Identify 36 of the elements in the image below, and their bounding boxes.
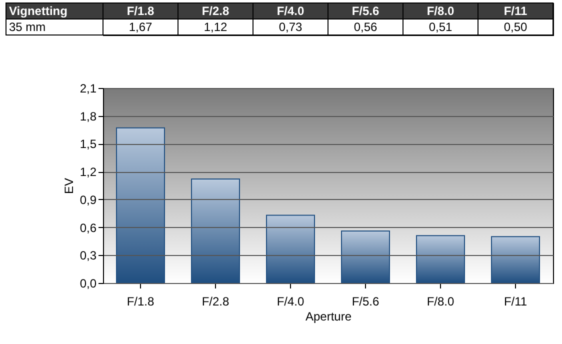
y-tick-label: 0,0 [80, 276, 97, 290]
category-label: F/1.8 [126, 4, 154, 18]
bar [116, 127, 165, 284]
y-axis-title: EV [62, 178, 76, 194]
x-tick-label: F/2.8 [202, 294, 230, 308]
y-tick-label: 1,5 [80, 137, 97, 152]
text: Vignetting [9, 4, 68, 18]
x-tick-label: F/4.0 [276, 294, 304, 308]
x-tick-label: F/11 [504, 294, 528, 308]
y-tick-label: 2,1 [80, 82, 97, 96]
x-tick-label: F/5.6 [352, 294, 380, 308]
y-tick-label: 0,3 [80, 248, 97, 263]
y-tick-label: 1,8 [80, 109, 97, 124]
data-label: 1,67 [128, 20, 152, 34]
text: 35 mm [9, 20, 46, 34]
category-label: F/11 [504, 4, 528, 18]
y-tick-label: 1,2 [80, 165, 97, 180]
x-tick-label: F/1.8 [126, 294, 154, 308]
data-label: 1,12 [204, 20, 228, 34]
bar [491, 236, 540, 284]
bar [416, 235, 465, 284]
bar [191, 178, 240, 284]
data-label: 0,73 [278, 20, 302, 34]
data-label: 0,56 [354, 20, 378, 34]
category-label: F/8.0 [426, 4, 454, 18]
category-label: F/2.8 [202, 4, 230, 18]
y-tick-label: 0,9 [80, 192, 97, 207]
category-label: F/4.0 [276, 4, 304, 18]
category-label: F/5.6 [352, 4, 380, 18]
bar [341, 230, 390, 284]
x-tick-label: F/8.0 [426, 294, 454, 308]
x-axis-title: Aperture [305, 310, 352, 324]
data-label: 0,51 [428, 20, 452, 34]
data-label: 0,50 [504, 20, 528, 34]
y-tick-label: 0,6 [80, 220, 97, 235]
bar [266, 214, 315, 284]
